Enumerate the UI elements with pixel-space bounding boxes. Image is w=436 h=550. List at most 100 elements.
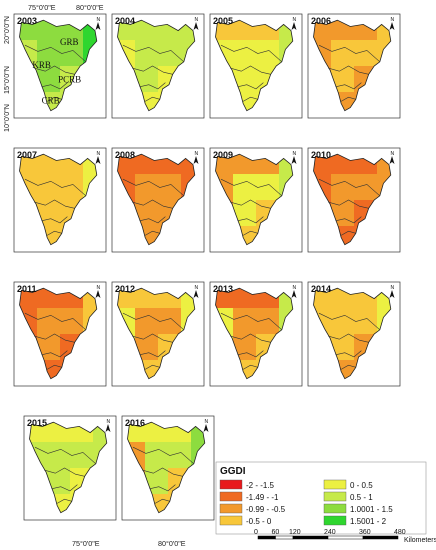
north-label: N (195, 17, 199, 23)
map-panel-2011: 2011 N (13, 281, 107, 387)
basin-outline (127, 421, 206, 514)
grid-cell (331, 200, 355, 227)
sub-basin-boundary (149, 484, 176, 492)
sub-basin-boundary (34, 199, 75, 209)
sub-basin-boundary (328, 199, 369, 209)
lat-label: 20°0'0"N (2, 16, 11, 44)
lon-top-left: 75°0'0"E (28, 3, 56, 12)
grid-cell (37, 334, 61, 361)
basin-label-crb: CRB (42, 95, 60, 105)
north-arrow-icon (193, 22, 199, 30)
grid-cell (47, 442, 71, 469)
north-arrow-icon (291, 156, 297, 164)
panel-year-label: 2003 (17, 16, 37, 26)
sub-basin-boundary (237, 216, 264, 224)
sub-basin-boundary (132, 333, 173, 343)
north-label: N (205, 419, 209, 425)
grid-cell (60, 174, 84, 201)
sub-basin-boundary (230, 65, 271, 75)
north-arrow-icon (193, 156, 199, 164)
grid-cell (331, 174, 355, 201)
grid-cell (256, 174, 280, 201)
grid-cell (117, 20, 136, 41)
grid-cell (233, 174, 257, 201)
sub-basin-boundary (335, 350, 362, 358)
sub-basin-boundary (41, 216, 68, 224)
sub-basin-boundary (34, 446, 96, 465)
legend-label: 0 - 0.5 (350, 481, 373, 490)
legend-swatch (323, 491, 347, 502)
legend: GGDI-2 - -1.5 -1.49 - -1 -0.99 - -0.5 -0.5 … (215, 461, 427, 535)
grid-cell (158, 40, 182, 67)
panel-year-label: 2012 (115, 284, 135, 294)
grid-cell (313, 288, 332, 309)
scale-segment (275, 535, 294, 540)
sub-basin-boundary (318, 178, 380, 197)
grid-cell (70, 442, 94, 469)
north-arrow-icon (193, 290, 199, 298)
lat-label: 10°0'0"N (2, 104, 11, 132)
map-panel-2005: 2005 N (209, 13, 303, 119)
sub-basin-boundary (139, 350, 166, 358)
grid-cell (135, 308, 159, 335)
grid-cell (215, 154, 234, 175)
basin-label-pcrb: PCRB (58, 75, 81, 85)
legend-box (215, 461, 427, 535)
sub-basin-boundary (220, 312, 282, 331)
panel-year-label: 2010 (311, 150, 331, 160)
map-panel-2007: 2007 N (13, 147, 107, 253)
grid-cell (158, 308, 182, 335)
map-panel-2009: 2009 N (209, 147, 303, 253)
grid-cell (233, 40, 257, 67)
scale-segment (327, 535, 364, 540)
sub-basin-boundary (335, 216, 362, 224)
legend-swatch (219, 491, 243, 502)
sub-basin-boundary (237, 82, 264, 90)
grid-cell (127, 422, 146, 443)
scale-segment (292, 535, 329, 540)
scale-tick-label: 240 (324, 529, 336, 536)
grid-cell (29, 422, 48, 443)
sub-basin-boundary (46, 230, 62, 236)
grid-cell (37, 174, 61, 201)
sub-basin-boundary (318, 312, 380, 331)
grid-cell (354, 40, 378, 67)
legend-swatch (323, 479, 347, 490)
sub-basin-boundary (46, 364, 62, 370)
grid-cell (331, 66, 355, 93)
sub-basin-boundary (220, 178, 282, 197)
sub-basin-boundary (24, 312, 86, 331)
legend-label: 0.5 - 1 (350, 493, 373, 502)
map-panel-2006: 2006 N (307, 13, 401, 119)
basin-outline (313, 153, 392, 246)
sub-basin-boundary (24, 178, 86, 197)
north-arrow-icon (95, 290, 101, 298)
grid-cell (145, 468, 169, 495)
sub-basin-boundary (122, 178, 184, 197)
north-label: N (293, 17, 297, 23)
map-panel-2016: 2016 N (121, 415, 215, 521)
legend-label: 1.0001 - 1.5 (350, 505, 393, 514)
north-label: N (391, 285, 395, 291)
legend-swatch (219, 515, 243, 526)
legend-label: -0.99 - -0.5 (246, 505, 286, 514)
grid-cell (37, 40, 61, 67)
grid-cell (331, 334, 355, 361)
basin-outline (215, 287, 294, 380)
sub-basin-boundary (242, 230, 258, 236)
map-panel-2008: 2008 N (111, 147, 205, 253)
north-label: N (97, 17, 101, 23)
lat-label: 15°0'0"N (2, 66, 11, 94)
sub-basin-boundary (328, 333, 369, 343)
basin-outline (29, 421, 108, 514)
grid-cell (168, 442, 192, 469)
grid-cell (233, 334, 257, 361)
north-arrow-icon (389, 22, 395, 30)
sub-basin-boundary (340, 96, 356, 102)
grid-cell (354, 308, 378, 335)
sub-basin-boundary (154, 498, 170, 504)
scale-tick-label: 360 (359, 529, 371, 536)
grid-cell (331, 308, 355, 335)
